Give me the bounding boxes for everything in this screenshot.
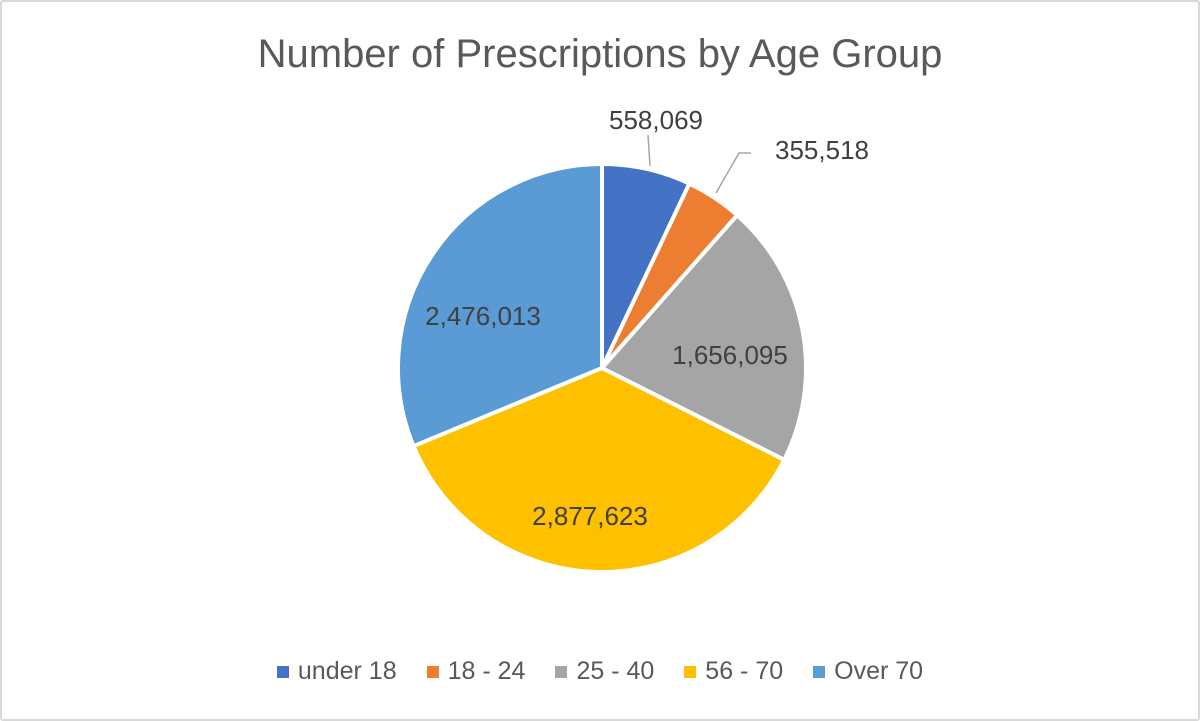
legend-item-under-18: under 18: [276, 657, 397, 686]
pie-slice-over-70: [396, 162, 604, 449]
legend-label: 56 - 70: [705, 657, 784, 685]
data-label-under-18: 558,069: [609, 105, 703, 135]
legend-label: 25 - 40: [576, 657, 655, 685]
legend-swatch-icon: [813, 665, 826, 678]
legend-item-25---40: 25 - 40: [555, 657, 654, 686]
pie-slice-56---70: [411, 366, 787, 574]
data-label-56---70: 2,877,623: [532, 501, 648, 531]
leader-line-2: [715, 152, 751, 194]
legend-swatch-icon: [555, 665, 568, 678]
chart-legend: under 18 18 - 24 25 - 40 56 - 70 Over 70: [2, 657, 1198, 686]
legend-swatch-icon: [276, 665, 289, 678]
legend-item-18---24: 18 - 24: [426, 657, 526, 686]
legend-label: 18 - 24: [447, 657, 526, 685]
data-label-over-70: 2,476,013: [425, 301, 541, 331]
chart-title: Number of Prescriptions by Age Group: [257, 32, 943, 76]
legend-item-56---70: 56 - 70: [684, 657, 783, 686]
data-label-25---40: 1,656,095: [672, 340, 788, 370]
leader-line-1: [647, 134, 651, 167]
legend-label: Over 70: [834, 657, 924, 685]
data-label-18---24: 355,518: [775, 135, 869, 165]
legend-swatch-icon: [684, 665, 697, 678]
legend-swatch-icon: [426, 665, 439, 678]
legend-label: under 18: [297, 657, 397, 685]
legend-item-over-70: Over 70: [813, 657, 923, 686]
pie-slice-25---40: [600, 213, 808, 462]
